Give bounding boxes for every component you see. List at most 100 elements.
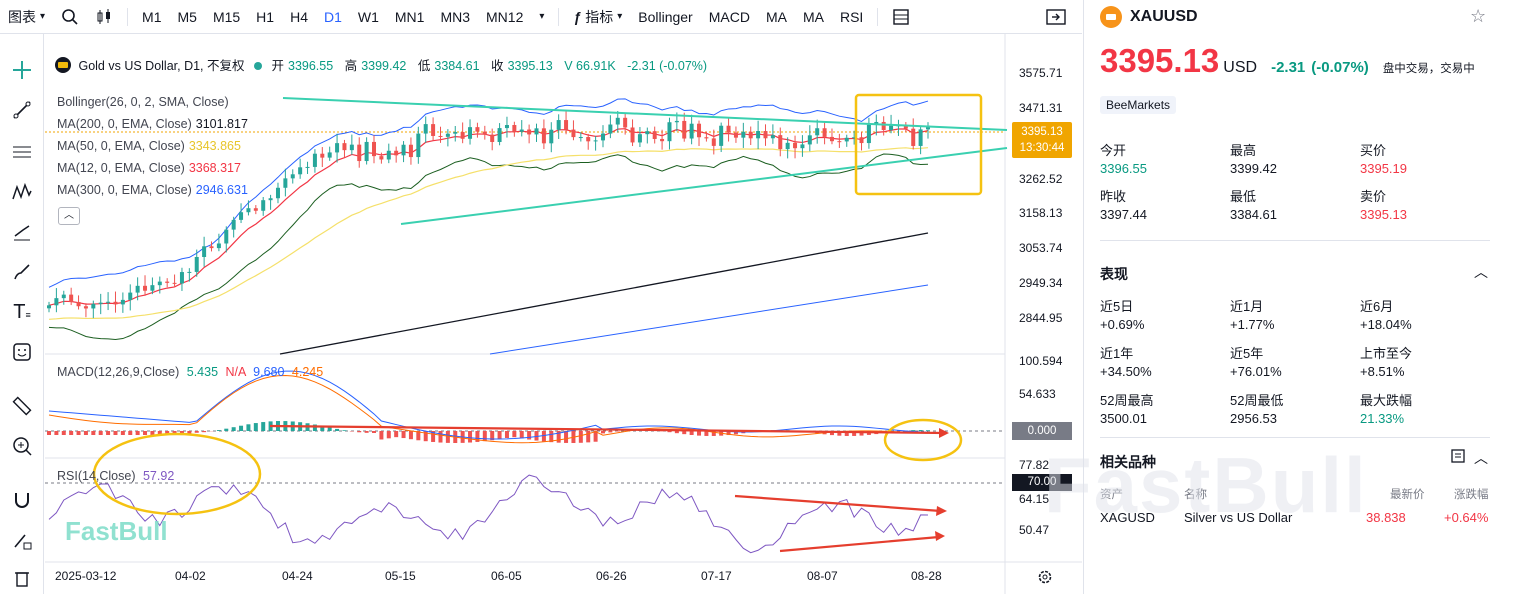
text-tool[interactable]: T≡ — [8, 298, 36, 326]
high-value: 3399.42 — [361, 59, 407, 73]
interval-list: M1 M5 M15 H1 H4 D1 W1 MN1 MN3 MN12 — [134, 0, 531, 34]
study-bollinger-0[interactable]: Bollinger — [638, 8, 693, 25]
chart-canvas[interactable] — [45, 34, 1082, 594]
search-button[interactable] — [53, 0, 87, 34]
candle-body — [379, 156, 384, 160]
last-price-badge: 3395.13 13:30:44 — [1012, 122, 1072, 158]
collapse-related-button[interactable]: ︿ — [1474, 448, 1488, 468]
macd-bar — [549, 431, 554, 443]
trend-line-tool[interactable] — [8, 96, 36, 124]
macd-tick: 54.633 — [1019, 387, 1056, 401]
study-rsi-4[interactable]: RSI — [839, 8, 864, 25]
volume-value: V 66.91K — [564, 59, 616, 73]
interval-m1[interactable]: M1 — [142, 8, 162, 25]
crosshair-tool[interactable] — [8, 56, 36, 84]
macd-hist-value: 5.435 — [186, 365, 219, 379]
candle-body — [320, 153, 325, 158]
brush-tool[interactable] — [8, 258, 36, 286]
study-macd-1[interactable]: MACD — [708, 8, 750, 25]
macd-bar — [504, 431, 509, 438]
bollinger-legend: Bollinger(26, 0, 2, SMA, Close) — [57, 95, 229, 109]
candle-body — [756, 131, 761, 139]
fullscreen-button[interactable] — [1038, 0, 1074, 34]
projection-tool[interactable] — [8, 218, 36, 246]
related-notes-button[interactable] — [1450, 448, 1466, 469]
fib-tool[interactable] — [8, 138, 36, 166]
related-title: 相关品种 — [1100, 454, 1156, 470]
interval-d1[interactable]: D1 — [323, 8, 342, 25]
arrow-head — [939, 428, 949, 438]
candle-body — [172, 282, 177, 284]
interval-h4[interactable]: H4 — [290, 8, 308, 25]
macd-bar — [704, 431, 709, 436]
layout-icon — [893, 8, 909, 25]
open-label: 开 — [271, 59, 284, 73]
pattern-tool[interactable] — [8, 178, 36, 206]
candle-body — [69, 294, 74, 302]
broker-badge[interactable]: BeeMarkets — [1100, 96, 1177, 114]
layout-button[interactable] — [884, 0, 918, 34]
stat-label: 今开 — [1100, 143, 1127, 158]
macd-line — [48, 370, 929, 440]
macd-bar — [859, 431, 864, 436]
favorite-button[interactable]: ☆ — [1470, 6, 1486, 27]
stat-cell: 最低 3384.61 — [1230, 186, 1360, 222]
macd-bar — [261, 422, 266, 431]
delete-tool[interactable] — [8, 564, 36, 592]
interval-h1[interactable]: H1 — [256, 8, 275, 25]
chart-area[interactable]: 3575.71 3471.31 3262.52 3158.13 3053.74 2949.… — [45, 34, 1082, 594]
candle-body — [475, 127, 480, 132]
indicators-button[interactable]: ƒ 指标 ▾ — [565, 0, 630, 34]
candle-body — [431, 124, 436, 136]
date-tick: 08-28 — [911, 569, 942, 583]
macd-bar — [733, 431, 738, 435]
macd-bar — [194, 431, 199, 433]
interval-m5[interactable]: M5 — [177, 8, 197, 25]
macd-bar — [239, 425, 244, 431]
stat-label: 近5日 — [1100, 299, 1134, 314]
interval-m15[interactable]: M15 — [212, 8, 241, 25]
candle-body — [918, 129, 923, 146]
price-tick: 3575.71 — [1019, 66, 1063, 80]
macd-bar — [593, 431, 598, 442]
interval-mn1[interactable]: MN1 — [394, 8, 425, 25]
ruler-icon — [12, 396, 32, 416]
divider — [127, 7, 129, 26]
interval-mn3[interactable]: MN3 — [440, 8, 471, 25]
zoom-tool[interactable] — [8, 432, 36, 460]
candle-style-button[interactable] — [87, 0, 121, 34]
macd-bar — [852, 431, 857, 436]
chart-type-dropdown[interactable]: 图表 ▾ — [0, 0, 53, 34]
magnet-tool[interactable] — [8, 486, 36, 514]
interval-w1[interactable]: W1 — [357, 8, 379, 25]
rsi-legend: RSI(14,Close) 57.92 — [57, 469, 174, 483]
ruler-tool[interactable] — [8, 392, 36, 420]
emoji-tool[interactable] — [8, 338, 36, 366]
ma300-value: 2946.631 — [195, 183, 248, 197]
candle-body — [793, 142, 798, 149]
lock-draw-tool[interactable] — [8, 526, 36, 554]
line-icon — [13, 101, 31, 119]
candle-body — [83, 306, 88, 309]
candle-body — [652, 131, 657, 139]
ma50-label: MA(50, 0, EMA, Close) — [57, 139, 185, 153]
candle-body — [106, 301, 111, 303]
search-icon — [62, 8, 78, 25]
study-ma-3[interactable]: MA — [802, 8, 824, 25]
candle-body — [305, 166, 310, 168]
chart-settings-button[interactable] — [1036, 568, 1056, 588]
candle-body — [645, 131, 650, 135]
candle-body — [615, 117, 620, 125]
ma50-legend: MA(50, 0, EMA, Close) 3343.865 — [57, 139, 241, 153]
study-ma-2[interactable]: MA — [765, 8, 787, 25]
price-tick: 2844.95 — [1019, 311, 1063, 325]
macd-bar — [534, 431, 539, 441]
interval-mn12[interactable]: MN12 — [486, 8, 524, 25]
candle-body — [275, 187, 280, 199]
collapse-performance-button[interactable]: ︿ — [1474, 262, 1488, 282]
interval-more-dropdown[interactable]: ▾ — [531, 0, 552, 34]
macd-bar — [497, 431, 502, 440]
macd-bar — [837, 431, 842, 436]
quote-panel: XAUUSD ☆ 3395.13 USD -2.31 (-0.07%) 盘中交易… — [1044, 0, 1514, 594]
collapse-legend-button[interactable]: ︿ — [58, 207, 80, 225]
